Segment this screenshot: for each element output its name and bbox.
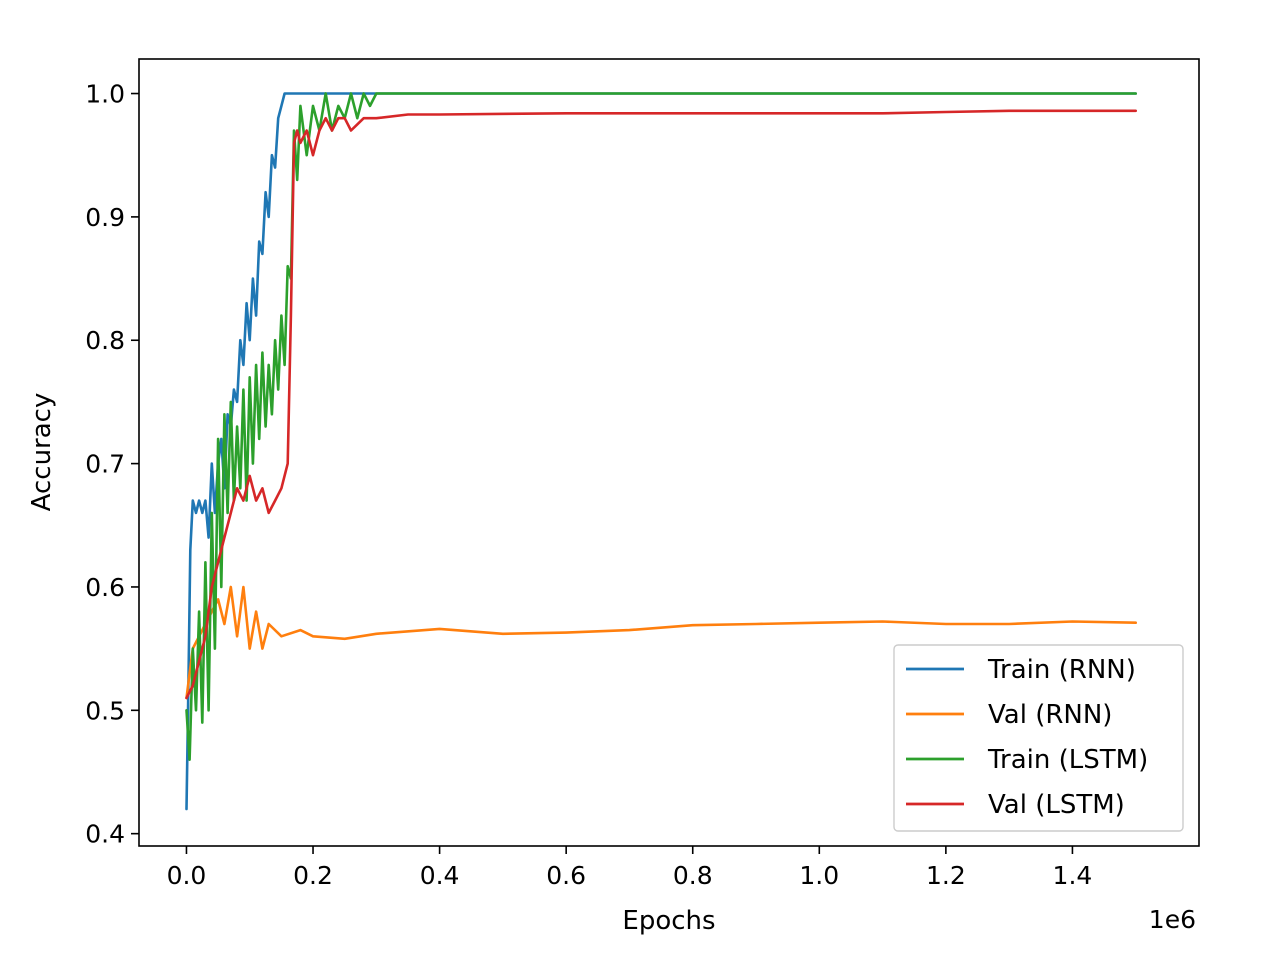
series-layer [185,92,1137,811]
y-tick-label: 0.5 [85,696,125,725]
x-tick-label: 0.6 [546,861,586,890]
y-tick-label: 0.9 [85,203,125,232]
series-line-2 [185,92,1137,762]
legend-label: Val (RNN) [988,700,1112,730]
y-tick-label: 0.6 [85,573,125,602]
legend-label: Train (RNN) [987,655,1136,685]
y-tick-label: 0.7 [85,450,125,479]
y-axis-label: Accuracy [27,393,57,512]
legend-label: Train (LSTM) [987,745,1148,775]
x-tick-label: 1.4 [1053,861,1093,890]
x-tick-label: 1.0 [799,861,839,890]
legend-label: Val (LSTM) [988,790,1125,820]
legend: Train (RNN) Val (RNN) Train (LSTM) Val (LST… [893,644,1184,832]
x-tick-label: 1.2 [926,861,966,890]
x-axis-ticks: 0.0 0.2 0.4 0.6 0.8 1.0 1.2 1.4 [167,846,1093,890]
series-line-3 [185,109,1137,700]
y-axis-ticks: 0.4 0.5 0.6 0.7 0.8 0.9 1.0 [85,80,139,849]
x-axis-label: Epochs [622,906,715,936]
x-tick-label: 0.8 [673,861,713,890]
y-tick-label: 1.0 [85,80,125,109]
x-tick-label: 0.4 [420,861,460,890]
legend-box [893,644,1184,832]
plot-frame [138,58,1200,847]
x-tick-label: 0.0 [167,861,207,890]
y-tick-label: 0.4 [85,820,125,849]
x-axis-offset-label: 1e6 [1149,905,1196,934]
x-tick-label: 0.2 [293,861,333,890]
series-line-0 [185,92,1137,811]
y-tick-label: 0.8 [85,326,125,355]
